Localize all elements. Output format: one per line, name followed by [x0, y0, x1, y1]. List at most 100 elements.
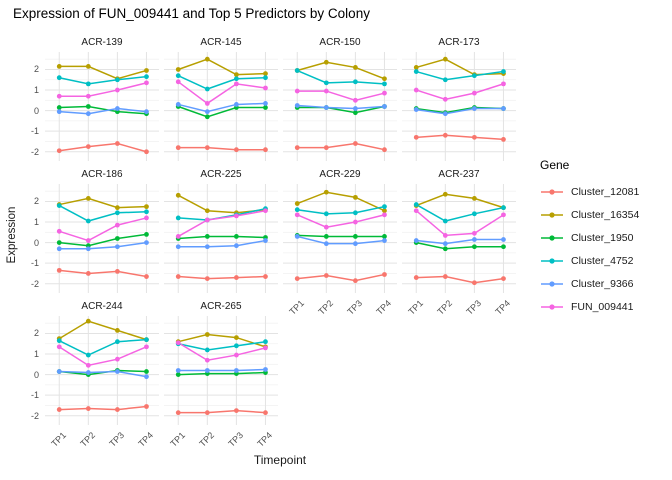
point-cluster_12081 — [85, 406, 91, 411]
y-tick-label: 2 — [33, 328, 39, 339]
point-cluster_12081 — [56, 407, 62, 412]
point-cluster_9366 — [114, 244, 120, 250]
point-cluster_9366 — [501, 106, 506, 111]
point-cluster_4752 — [501, 205, 506, 211]
point-cluster_9366 — [56, 109, 62, 115]
legend-item-cluster_1950: Cluster_1950 — [540, 226, 639, 249]
point-cluster_4752 — [144, 74, 149, 80]
point-cluster_16354 — [175, 67, 181, 72]
legend-items: Cluster_12081 Cluster_16354 Cluster_1950 Cl… — [540, 180, 639, 318]
point-cluster_1950 — [233, 234, 239, 239]
legend-item-fun_009441: FUN_009441 — [540, 295, 639, 318]
facet-panel-acr-229 — [283, 184, 397, 293]
legend-item-cluster_16354: Cluster_16354 — [540, 203, 639, 226]
line-cluster_4752 — [178, 340, 266, 351]
point-cluster_12081 — [144, 404, 149, 409]
point-cluster_4752 — [56, 203, 62, 208]
line-fun_009441 — [416, 83, 504, 101]
point-cluster_12081 — [352, 141, 358, 146]
point-cluster_12081 — [233, 408, 239, 414]
y-tick-label: -1 — [30, 390, 39, 401]
point-cluster_1950 — [382, 234, 387, 239]
line-cluster_9366 — [297, 235, 385, 245]
point-cluster_9366 — [413, 107, 419, 112]
line-cluster_16354 — [178, 333, 266, 348]
facet-title-acr-150: ACR-150 — [319, 37, 361, 48]
point-cluster_16354 — [85, 63, 91, 69]
point-cluster_12081 — [233, 147, 239, 153]
point-fun_009441 — [114, 356, 120, 362]
point-cluster_4752 — [144, 337, 149, 343]
point-cluster_9366 — [442, 241, 448, 247]
x-tick-label: TP2 — [316, 298, 336, 317]
point-fun_009441 — [382, 90, 387, 96]
point-cluster_12081 — [413, 275, 419, 280]
line-cluster_4752 — [177, 74, 266, 90]
line-cluster_9366 — [178, 102, 266, 113]
point-cluster_9366 — [382, 104, 387, 109]
point-cluster_16354 — [352, 65, 358, 70]
line-cluster_12081 — [59, 269, 147, 278]
legend-key-point — [549, 257, 555, 264]
point-cluster_12081 — [501, 137, 506, 142]
facet-panel-acr-225 — [164, 184, 278, 293]
line-cluster_1950 — [178, 235, 266, 240]
line-cluster_9366 — [178, 239, 266, 248]
facet-title-acr-237: ACR-237 — [438, 169, 480, 180]
point-cluster_16354 — [204, 56, 210, 62]
point-fun_009441 — [175, 79, 181, 85]
point-fun_009441 — [501, 212, 506, 218]
line-cluster_1950 — [178, 371, 266, 376]
facet-panel-acr-173 — [402, 52, 516, 161]
line-cluster_12081 — [416, 134, 504, 141]
point-cluster_4752 — [144, 209, 149, 215]
point-cluster_1950 — [263, 105, 268, 110]
point-cluster_4752 — [352, 79, 358, 85]
legend-item-cluster_9366: Cluster_9366 — [540, 272, 639, 295]
line-cluster_16354 — [416, 58, 504, 76]
legend-item-label: Cluster_4752 — [571, 254, 634, 267]
legend-key-icon — [541, 257, 563, 264]
point-fun_009441 — [442, 96, 448, 102]
point-cluster_1950 — [144, 369, 149, 374]
y-tick-label: -2 — [30, 146, 39, 157]
point-fun_009441 — [56, 228, 62, 234]
line-cluster_16354 — [58, 320, 147, 341]
legend: Gene Cluster_12081 Cluster_16354 Cluster_1… — [540, 158, 639, 318]
point-cluster_9366 — [175, 368, 181, 373]
point-fun_009441 — [114, 222, 120, 228]
line-fun_009441 — [177, 81, 266, 105]
point-cluster_12081 — [471, 134, 477, 140]
point-cluster_1950 — [175, 372, 181, 378]
point-fun_009441 — [144, 344, 149, 350]
point-fun_009441 — [114, 87, 120, 93]
point-cluster_4752 — [85, 218, 91, 224]
point-fun_009441 — [382, 212, 387, 218]
point-cluster_12081 — [501, 276, 506, 282]
point-cluster_12081 — [442, 274, 448, 279]
point-cluster_9366 — [144, 374, 149, 380]
point-cluster_12081 — [204, 276, 210, 282]
point-cluster_9366 — [413, 238, 419, 243]
point-cluster_16354 — [85, 318, 91, 324]
point-cluster_16354 — [175, 192, 181, 198]
legend-key-point — [549, 188, 555, 195]
point-cluster_9366 — [114, 106, 120, 111]
y-tick-label: 0 — [33, 237, 39, 248]
line-cluster_4752 — [58, 338, 147, 356]
facet-title-acr-173: ACR-173 — [438, 37, 480, 48]
legend-key-icon — [541, 280, 563, 287]
point-fun_009441 — [413, 87, 419, 93]
y-tick-label: 0 — [33, 369, 39, 380]
point-fun_009441 — [204, 217, 210, 223]
chart-title: Expression of FUN_009441 and Top 5 Predi… — [13, 6, 370, 21]
point-cluster_16354 — [471, 195, 477, 201]
line-cluster_9366 — [59, 107, 147, 115]
point-cluster_9366 — [352, 241, 358, 247]
line-cluster_12081 — [178, 275, 266, 280]
point-cluster_9366 — [294, 234, 300, 239]
point-cluster_4752 — [114, 77, 120, 83]
point-cluster_12081 — [144, 274, 149, 279]
point-cluster_16354 — [204, 332, 210, 337]
